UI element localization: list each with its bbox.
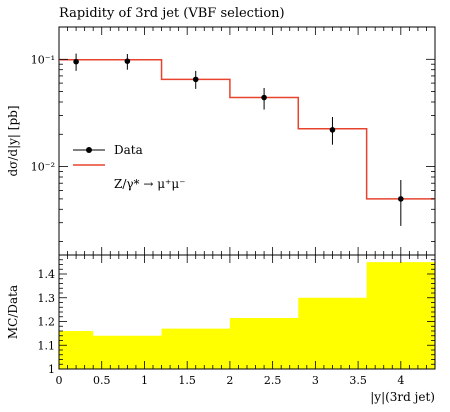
data-point bbox=[261, 88, 267, 110]
x-axis-label: |y|(3rd jet) bbox=[370, 390, 435, 404]
data-points bbox=[73, 53, 404, 226]
y-tick-label: 1.4 bbox=[38, 268, 56, 281]
ratio-band-area bbox=[59, 262, 435, 369]
data-point bbox=[192, 70, 199, 89]
mc-step-line bbox=[59, 59, 435, 200]
ratio-plot-panel: 0 0.5 1 1.5 2 2.5 3 3.5 4 11.11.21.31.4 MC/Data … bbox=[6, 254, 436, 404]
main-x-ticks bbox=[58, 27, 436, 255]
chart-title: Rapidity of 3rd jet (VBF selection) bbox=[59, 6, 285, 21]
x-tick-label: 2 bbox=[226, 374, 233, 387]
ratio-y-axis-label: MC/Data bbox=[6, 285, 20, 339]
x-tick-label: 1.5 bbox=[178, 374, 196, 387]
data-point bbox=[398, 180, 404, 226]
legend-data-label: Data bbox=[114, 143, 143, 157]
y-tick-label: 10⁻² bbox=[31, 161, 55, 174]
ratio-band bbox=[59, 262, 435, 369]
x-tick-label: 0.5 bbox=[93, 374, 111, 387]
x-tick-label: 3 bbox=[312, 374, 319, 387]
ratio-y-ticks: 1 1.1 1.2 1.3 1.4 bbox=[38, 254, 435, 376]
data-point bbox=[73, 53, 79, 71]
y-tick-label: 1.1 bbox=[38, 339, 56, 352]
x-tick-label: 1 bbox=[141, 374, 148, 387]
main-plot-panel: 10⁻¹ 10⁻² dσ/d|y| [pb] Data Z/γ* → μ⁺μ⁻ bbox=[6, 26, 436, 256]
y-tick-label: 1 bbox=[48, 363, 55, 376]
mc-histogram bbox=[59, 59, 435, 200]
data-marker bbox=[192, 76, 199, 83]
x-tick-label: 4 bbox=[397, 374, 404, 387]
y-tick-label: 10⁻¹ bbox=[31, 53, 55, 66]
legend-mc-label: Z/γ* → μ⁺μ⁻ bbox=[114, 177, 186, 191]
y-tick-label: 1.3 bbox=[38, 292, 56, 305]
legend-data-marker bbox=[86, 147, 92, 153]
x-tick-label: 3.5 bbox=[349, 374, 367, 387]
data-marker bbox=[124, 58, 131, 65]
data-marker bbox=[261, 94, 267, 101]
legend: Data Z/γ* → μ⁺μ⁻ bbox=[73, 143, 186, 191]
main-y-axis-label: dσ/d|y| [pb] bbox=[6, 105, 20, 176]
ratio-x-ticks: 0 0.5 1 1.5 2 2.5 3 3.5 4 bbox=[56, 255, 436, 387]
y-tick-label: 1.2 bbox=[38, 316, 56, 329]
data-marker bbox=[73, 58, 79, 65]
data-point bbox=[329, 116, 336, 145]
main-y-ticks: 10⁻¹ 10⁻² bbox=[31, 26, 435, 242]
data-point bbox=[124, 54, 131, 70]
data-marker bbox=[398, 196, 404, 202]
data-marker bbox=[329, 127, 336, 133]
x-tick-label: 2.5 bbox=[264, 374, 282, 387]
x-tick-label: 0 bbox=[56, 374, 63, 387]
main-plot-frame bbox=[58, 26, 436, 256]
